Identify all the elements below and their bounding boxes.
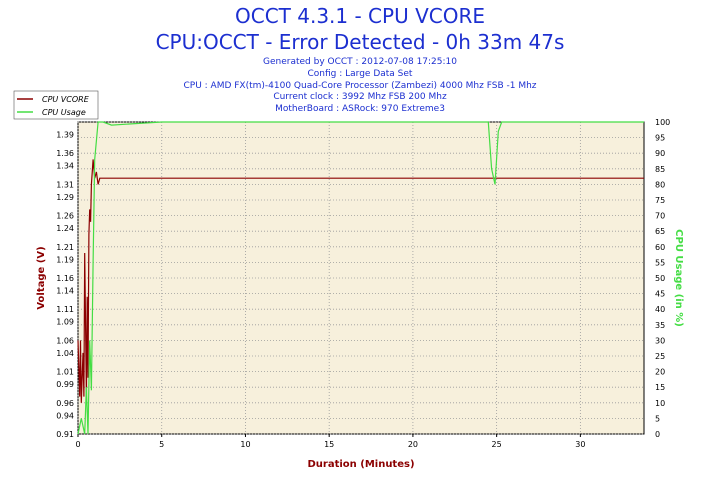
y-left-tick-label: 0.96 — [56, 399, 74, 408]
y-left-tick-label: 1.16 — [56, 274, 74, 283]
y-left-tick-label: 0.94 — [56, 411, 74, 420]
y-right-tick-label: 10 — [655, 399, 665, 408]
y-left-tick-label: 0.99 — [56, 380, 74, 389]
y-right-tick-label: 85 — [655, 165, 665, 174]
y-left-axis-label: Voltage (V) — [36, 246, 47, 309]
y-right-tick-label: 55 — [655, 258, 665, 267]
y-right-tick-label: 15 — [655, 383, 665, 392]
chart-title: OCCT 4.3.1 - CPU VCORE — [234, 4, 485, 28]
axes: 0 5 10 15 20 25 30 0 5 10 15 20 25 30 35 40 45 50 55 60 65 70… — [36, 118, 684, 470]
y-left-tick-label: 1.36 — [56, 149, 74, 158]
y-right-tick-label: 70 — [655, 212, 665, 221]
y-right-tick-label: 60 — [655, 243, 665, 252]
legend-box — [13, 90, 99, 120]
motherboard-info: MotherBoard : ASRock: 970 Extreme3 — [275, 104, 445, 114]
x-tick-label: 0 — [75, 440, 80, 449]
x-tick-label: 15 — [324, 440, 334, 449]
y-right-tick-label: 0 — [655, 430, 660, 439]
y-right-tick-label: 80 — [655, 180, 665, 189]
x-tick-label: 20 — [408, 440, 418, 449]
y-left-tick-label: 1.14 — [56, 286, 74, 295]
y-left-tick-label: 0.91 — [56, 430, 74, 439]
cpu-info: CPU : AMD FX(tm)-4100 Quad-Core Processo… — [183, 81, 537, 91]
x-tick-label: 30 — [575, 440, 585, 449]
series-layer — [77, 121, 644, 435]
y-right-tick-label: 35 — [655, 321, 665, 330]
y-left-tick-label: 1.26 — [56, 212, 74, 221]
y-right-tick-label: 40 — [655, 305, 665, 314]
y-right-axis-label: CPU Usage (in %) — [673, 229, 684, 327]
chart-subtitle: CPU:OCCT - Error Detected - 0h 33m 47s — [155, 30, 565, 54]
y-right-tick-label: 95 — [655, 134, 665, 143]
y-right-tick-label: 90 — [655, 149, 665, 158]
x-tick-label: 10 — [240, 440, 250, 449]
y-left-tick-label: 1.09 — [56, 318, 74, 327]
legend-label: CPU VCORE — [42, 95, 90, 104]
y-right-tick-label: 30 — [655, 336, 665, 345]
legend: CPU VCORE CPU Usage — [13, 90, 99, 120]
x-axis-label: Duration (Minutes) — [307, 459, 414, 470]
y-left-tick-label: 1.39 — [56, 130, 74, 139]
generated-info: Generated by OCCT : 2012-07-08 17:25:10 — [263, 57, 457, 67]
series-line-cpu-usage — [77, 121, 644, 435]
y-right-tick-label: 5 — [655, 414, 660, 423]
y-right-tick-label: 65 — [655, 227, 665, 236]
y-right-tick-label: 50 — [655, 274, 665, 283]
series-line-cpu-vcore — [77, 159, 644, 403]
clock-info: Current clock : 3992 Mhz FSB 200 Mhz — [273, 92, 447, 102]
y-left-tick-label: 1.21 — [56, 243, 74, 252]
x-tick-label: 5 — [159, 440, 164, 449]
config-info: Config : Large Data Set — [307, 69, 413, 79]
y-left-tick-label: 1.24 — [56, 224, 74, 233]
y-left-tick-label: 1.11 — [56, 305, 74, 314]
y-right-tick-label: 75 — [655, 196, 665, 205]
y-left-tick-label: 1.34 — [56, 162, 74, 171]
y-left-tick-label: 1.19 — [56, 255, 74, 264]
y-left-tick-label: 1.29 — [56, 193, 74, 202]
y-left-tick-label: 1.04 — [56, 349, 74, 358]
y-left-tick-label: 1.06 — [56, 336, 74, 345]
x-tick-label: 25 — [492, 440, 502, 449]
legend-label: CPU Usage — [42, 108, 86, 117]
y-right-tick-label: 25 — [655, 352, 665, 361]
y-left-tick-label: 1.31 — [56, 180, 74, 189]
y-left-tick-label: 1.01 — [56, 368, 74, 377]
y-right-tick-label: 100 — [655, 118, 670, 127]
y-right-tick-label: 20 — [655, 368, 665, 377]
y-right-tick-label: 45 — [655, 290, 665, 299]
